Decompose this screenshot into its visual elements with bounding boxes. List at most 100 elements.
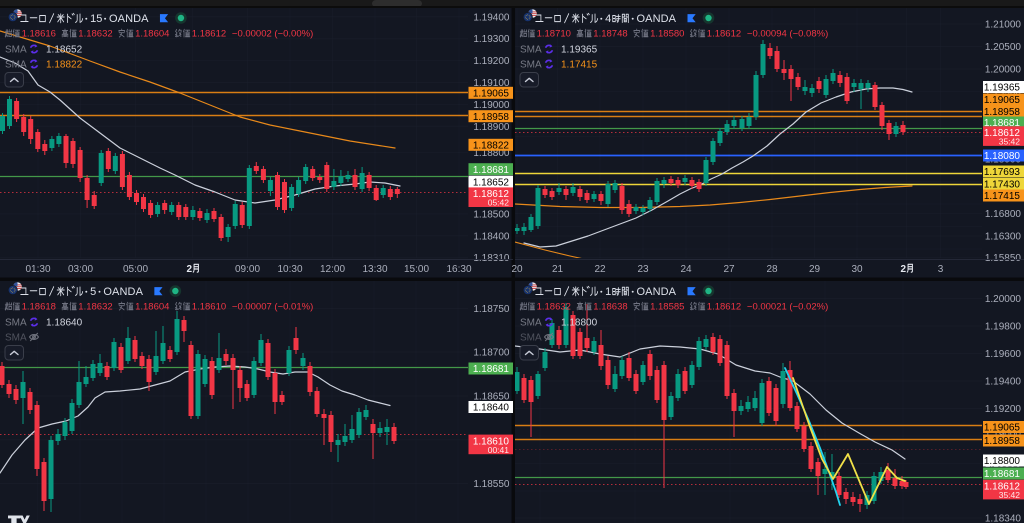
svg-text:SMA: SMA [520,45,542,56]
svg-text:1.18640: 1.18640 [473,403,510,414]
svg-text:1.18958: 1.18958 [984,107,1021,118]
svg-text:1.18681: 1.18681 [984,469,1021,480]
svg-text:1.15850: 1.15850 [985,253,1022,264]
svg-text:1.21000: 1.21000 [985,20,1022,31]
svg-text:24: 24 [680,264,692,275]
svg-text:1.18800: 1.18800 [984,456,1021,467]
svg-text:1.17430: 1.17430 [984,180,1021,191]
svg-text:1.18400: 1.18400 [473,231,510,242]
svg-text:1.19200: 1.19200 [473,56,510,67]
svg-text:20: 20 [511,264,523,275]
svg-text:1.18632: 1.18632 [537,302,571,313]
svg-text:1.18958: 1.18958 [984,436,1021,447]
svg-text:1.19365: 1.19365 [984,83,1021,94]
svg-text:1.18604: 1.18604 [135,29,169,40]
svg-text:01:30: 01:30 [25,264,50,275]
svg-text:SMA: SMA [520,318,542,329]
svg-text:OANDA: OANDA [103,286,143,298]
svg-text:16:30: 16:30 [446,264,471,275]
svg-text:15: 15 [90,13,102,25]
svg-text:1.18958: 1.18958 [473,112,510,123]
svg-text:−0.00021 (−0.02%): −0.00021 (−0.02%) [747,302,828,313]
svg-text:1.17415: 1.17415 [984,191,1021,202]
svg-text:SMA: SMA [520,333,542,344]
svg-text:1.18612: 1.18612 [192,29,226,40]
svg-text:1.19400: 1.19400 [985,377,1022,388]
svg-text:29: 29 [809,264,821,275]
svg-text:1.18750: 1.18750 [473,304,510,315]
svg-text:1.18580: 1.18580 [650,29,684,40]
svg-text:1.18681: 1.18681 [984,118,1021,129]
svg-text:1.17693: 1.17693 [984,167,1021,178]
svg-text:1.18604: 1.18604 [135,302,169,313]
svg-text:35:42: 35:42 [999,490,1021,500]
svg-text:3: 3 [938,264,944,275]
svg-text:1.18612: 1.18612 [984,482,1021,493]
svg-text:1.19365: 1.19365 [561,45,598,56]
svg-text:1.18652: 1.18652 [46,45,83,56]
svg-text:5: 5 [90,286,96,298]
svg-text:05:42: 05:42 [488,198,510,208]
svg-text:1: 1 [605,286,611,298]
svg-text:1.19065: 1.19065 [473,88,510,99]
svg-text:1.18632: 1.18632 [78,29,112,40]
svg-text:1.18550: 1.18550 [473,479,510,490]
svg-text:35:42: 35:42 [999,137,1021,147]
svg-text:1.20000: 1.20000 [985,65,1022,76]
svg-text:1.20000: 1.20000 [985,294,1022,305]
svg-text:SMA: SMA [5,60,27,71]
svg-text:−0.00002 (−0.00%): −0.00002 (−0.00%) [232,29,313,40]
svg-text:1.18585: 1.18585 [650,302,684,313]
svg-text:1.18632: 1.18632 [78,302,112,313]
svg-text:1.18612: 1.18612 [707,302,741,313]
svg-text:4: 4 [605,13,611,25]
svg-text:1.18640: 1.18640 [46,318,83,329]
svg-text:1.19200: 1.19200 [985,404,1022,415]
svg-text:13:30: 13:30 [362,264,387,275]
svg-text:1.18610: 1.18610 [473,436,510,447]
svg-text:1.18080: 1.18080 [984,151,1021,162]
svg-text:27: 27 [723,264,735,275]
svg-text:1.18800: 1.18800 [473,148,510,159]
svg-text:15:00: 15:00 [404,264,429,275]
svg-text:1.19100: 1.19100 [473,78,510,89]
svg-text:1.18638: 1.18638 [593,302,627,313]
svg-text:SMA: SMA [5,45,27,56]
svg-text:1.18822: 1.18822 [473,140,510,151]
svg-text:1.18652: 1.18652 [473,177,510,188]
svg-text:SMA: SMA [5,333,27,344]
svg-text:1.18612: 1.18612 [473,189,510,200]
svg-text:21: 21 [552,264,564,275]
svg-text:1.18340: 1.18340 [985,514,1022,523]
svg-text:1.18748: 1.18748 [593,29,627,40]
svg-text:30: 30 [851,264,863,275]
svg-text:22: 22 [594,264,606,275]
svg-text:−0.00094 (−0.08%): −0.00094 (−0.08%) [747,29,828,40]
svg-text:23: 23 [637,264,649,275]
svg-text:03:00: 03:00 [68,264,93,275]
svg-text:1.18500: 1.18500 [473,209,510,220]
svg-text:1.18900: 1.18900 [473,122,510,133]
svg-text:−0.00007 (−0.01%): −0.00007 (−0.01%) [232,302,313,313]
svg-text:1.18800: 1.18800 [561,318,598,329]
svg-text:1.18700: 1.18700 [473,348,510,359]
svg-text:2: 2 [187,264,193,275]
svg-text:1.18612: 1.18612 [707,29,741,40]
svg-text:1.18822: 1.18822 [46,60,83,71]
svg-text:05:00: 05:00 [123,264,148,275]
svg-text:OANDA: OANDA [637,13,677,25]
svg-text:10:30: 10:30 [277,264,302,275]
svg-text:1.19300: 1.19300 [473,34,510,45]
svg-text:1.18710: 1.18710 [537,29,571,40]
svg-text:1.18616: 1.18616 [22,29,56,40]
svg-text:1.17415: 1.17415 [561,60,598,71]
svg-text:1.18618: 1.18618 [22,302,56,313]
svg-text:OANDA: OANDA [109,13,149,25]
svg-text:OANDA: OANDA [637,286,677,298]
svg-text:1.19000: 1.19000 [473,100,510,111]
svg-text:1.18612: 1.18612 [984,128,1021,139]
svg-text:1.19600: 1.19600 [985,349,1022,360]
svg-text:1.19400: 1.19400 [473,12,510,23]
svg-text:1.18610: 1.18610 [192,302,226,313]
svg-text:1.19065: 1.19065 [984,423,1021,434]
